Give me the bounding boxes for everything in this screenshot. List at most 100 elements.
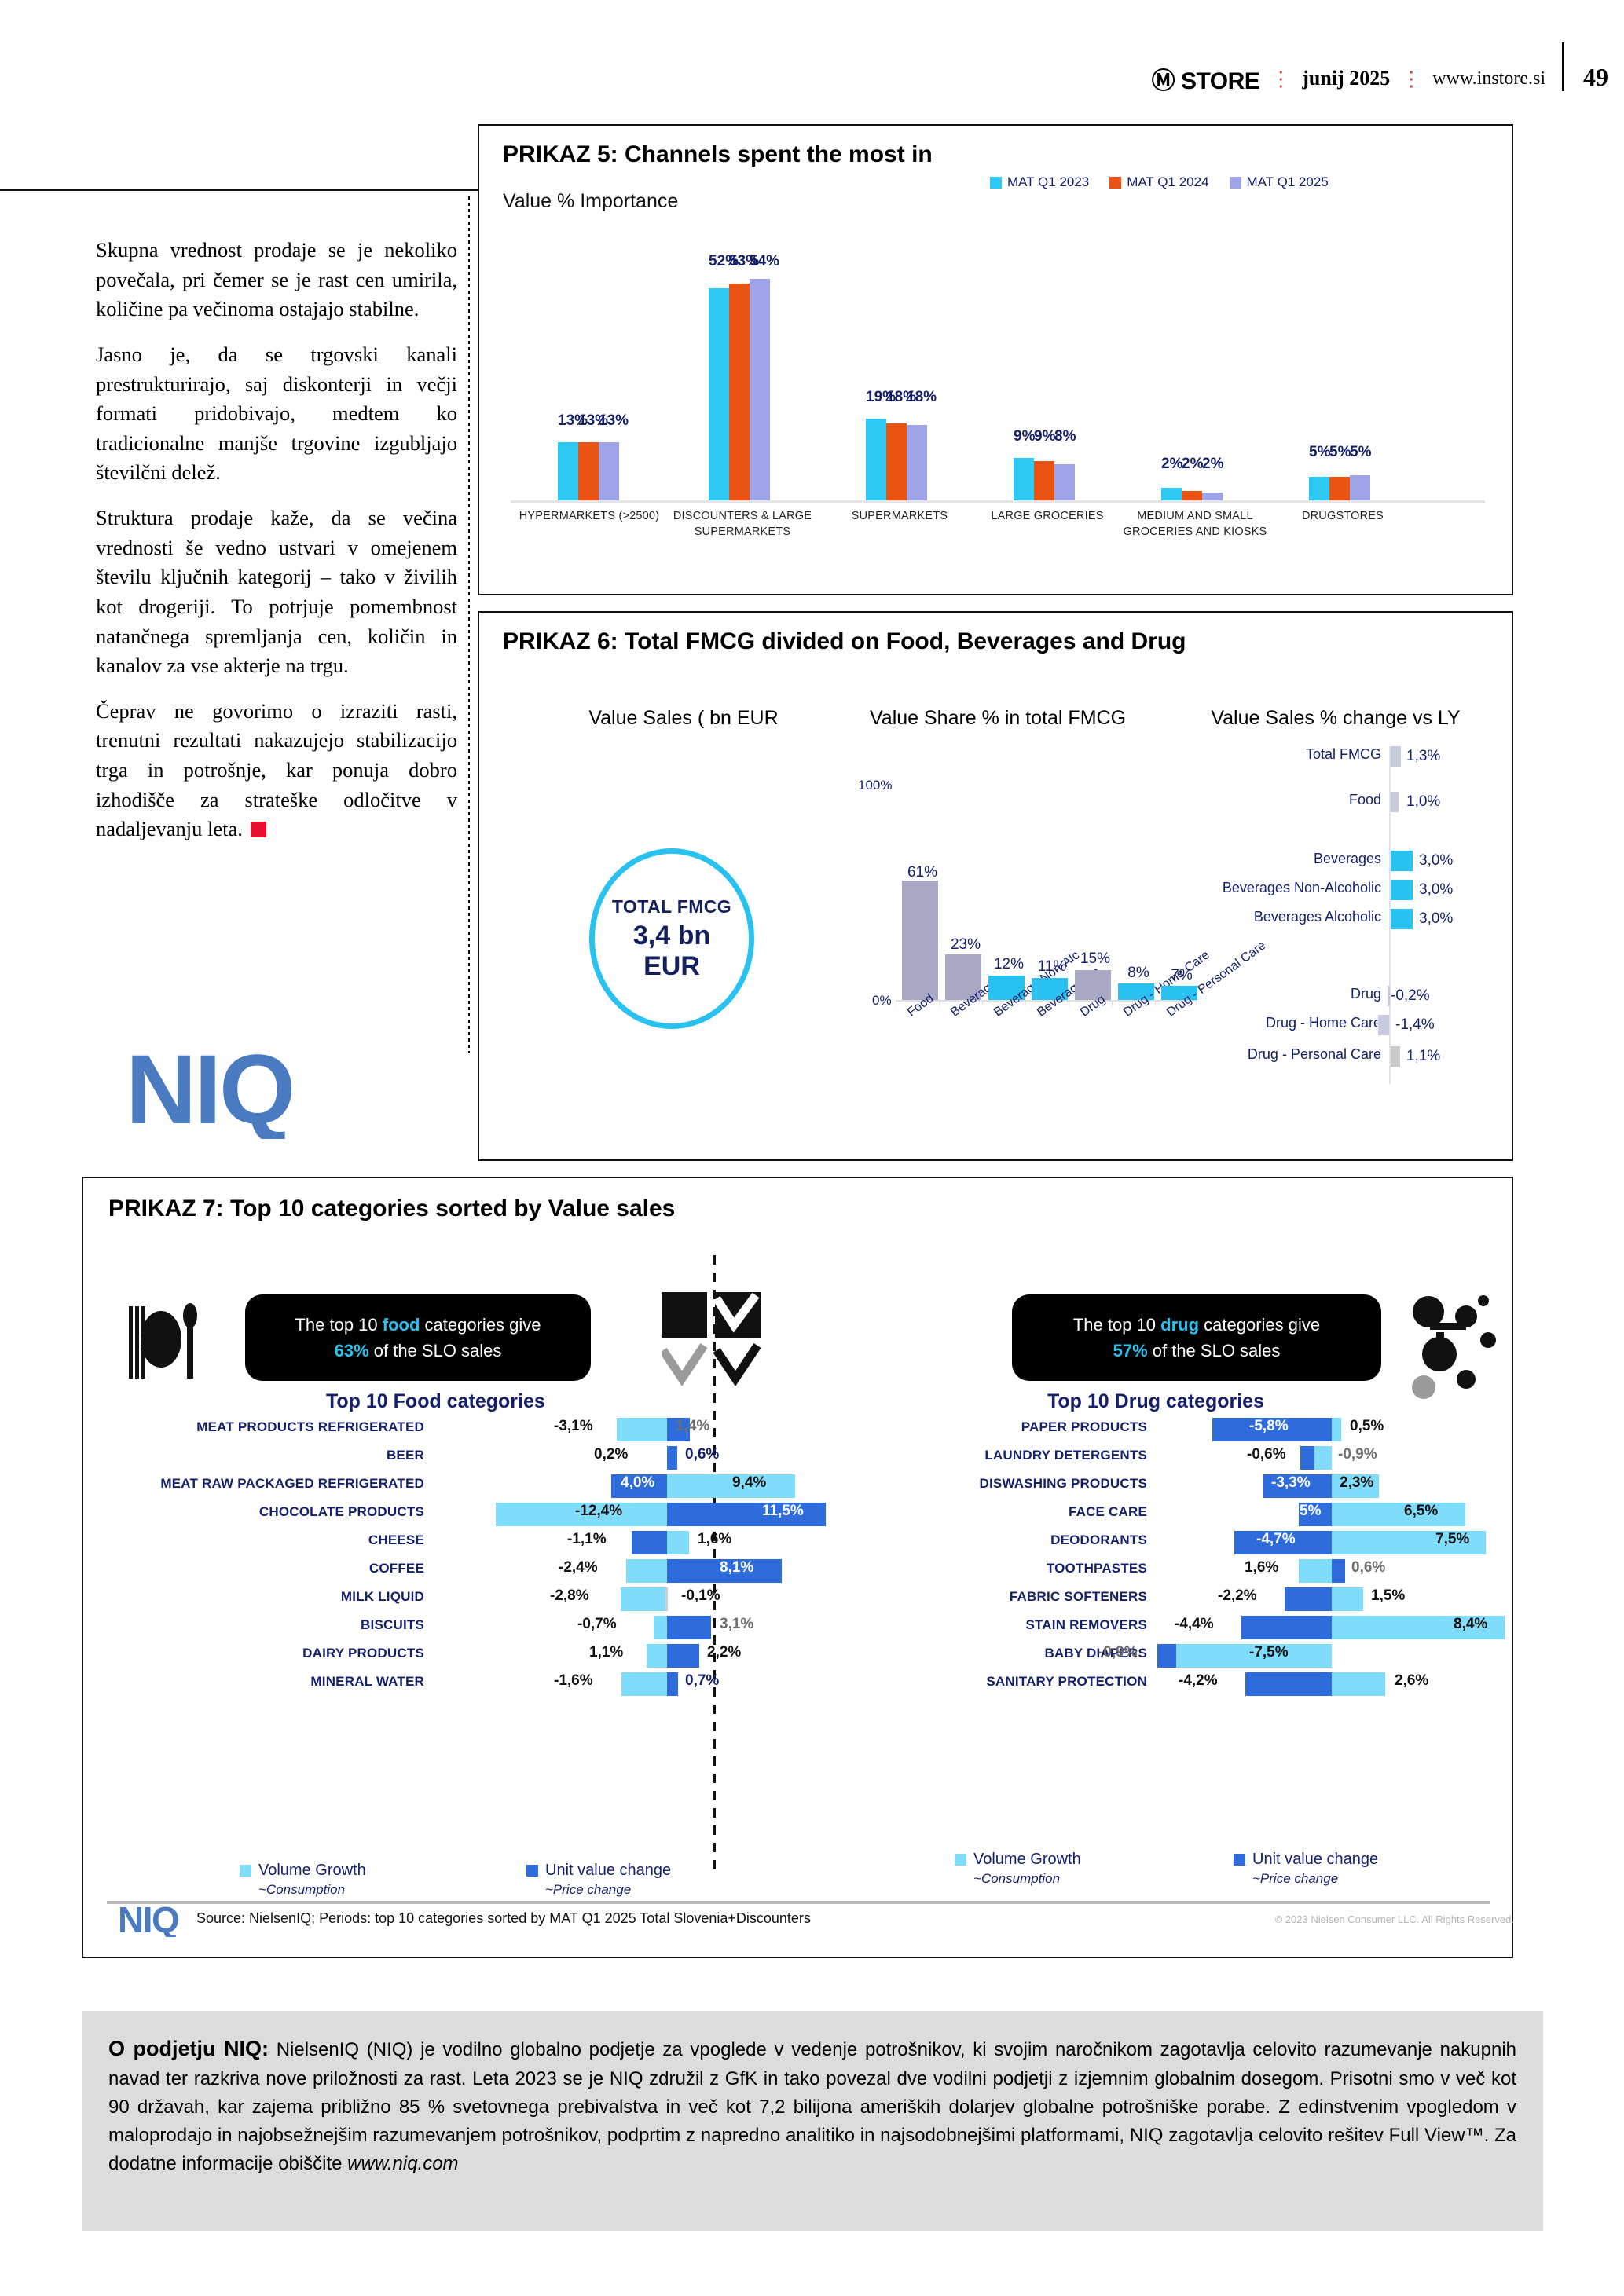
niq-website-link[interactable]: www.niq.com [347, 2152, 459, 2174]
chart5-legend: MAT Q1 2023 MAT Q1 2024 MAT Q1 2025 [990, 174, 1329, 190]
share-bar-food [902, 881, 938, 1000]
bar-unit [1234, 1531, 1332, 1554]
bar-2024 [729, 284, 750, 500]
drug-row-stain-removers: STAIN REMOVERS -4,4% 8,4% [856, 1616, 1548, 1639]
drug-row-sanitary-protection: SANITARY PROTECTION -4,2% 2,6% [856, 1672, 1548, 1696]
bar-2025 [1054, 464, 1075, 500]
page-header: Ⓜ STORE ⋮ junij 2025 ⋮ www.instore.si [1152, 61, 1545, 96]
food-row-dairy: DAIRY PRODUCTS 1,1% 2,2% [126, 1644, 817, 1668]
prikaz-5-title: PRIKAZ 5: Channels spent the most in [503, 141, 933, 167]
food-row-chocolate: CHOCOLATE PRODUCTS -12,4% 11,5% [126, 1503, 826, 1526]
chart5-labels-large-groceries: 9% 9% 8% [1014, 428, 1076, 445]
bar-2023 [1014, 458, 1034, 500]
change-value-beverages-non-alcoholic: 3,0% [1419, 881, 1454, 898]
bar-2025 [1350, 475, 1370, 500]
share-y-label-0: 0% [872, 993, 892, 1008]
bar-2023 [558, 442, 578, 500]
bar-2025 [750, 279, 770, 500]
article-text: Skupna vrednost prodaje se je nekoliko p… [96, 236, 457, 860]
bar-unit [1299, 1503, 1332, 1526]
article-dotted-divider [468, 196, 470, 1053]
cutlery-plate-icon [129, 1303, 197, 1379]
drug-legend-volume: Volume Growth ~Consumption [955, 1851, 1081, 1887]
bar-2023 [1309, 477, 1329, 500]
food-row-beer: BEER 0,2% 0,6% [126, 1446, 817, 1470]
change-label-total-fmcg: Total FMCG [1305, 746, 1381, 762]
bar-2025 [1202, 493, 1223, 500]
chart5-category-discounters: DISCOUNTERS & LARGE SUPERMARKETS [673, 510, 812, 538]
chart5-channels-bar-chart: 13% 13% 13% HYPERMARKETS (>2500) 52% 53% 54%… [511, 244, 1485, 558]
prikaz-5-subtitle: Value % Importance [503, 190, 679, 212]
bar-volume [626, 1559, 667, 1583]
article-paragraph-2: Jasno je, da se trgovski kanali prestruk… [96, 342, 457, 485]
chart5-group-supermarkets [866, 419, 927, 500]
bar-unit [667, 1446, 677, 1470]
share-value-beverage: 23% [950, 936, 981, 953]
share-x-axis [896, 1000, 1196, 1002]
total-fmcg-value: 3,4 bn [632, 920, 711, 950]
share-value-food: 61% [907, 864, 938, 881]
bar-2024 [1034, 461, 1054, 500]
share-bar-beverage [945, 954, 981, 1000]
bar-volume [1332, 1531, 1486, 1554]
change-bar-total-fmcg [1391, 746, 1401, 767]
bar-volume [1332, 1587, 1363, 1611]
change-row-drug-personal-care: Drug - Personal Care 1,1% [1218, 1046, 1501, 1067]
change-value-drug-personal-care: 1,1% [1406, 1048, 1441, 1064]
share-value-bev-alc: 11% [1037, 958, 1067, 975]
bar-unit [1285, 1587, 1332, 1611]
chart5-labels-drugstores: 5% 5% 5% [1309, 444, 1372, 460]
change-row-beverages-alcoholic: Beverages Alcoholic 3,0% [1218, 909, 1501, 929]
legend-item-2024: MAT Q1 2024 [1109, 174, 1209, 190]
total-fmcg-circle: TOTAL FMCG 3,4 bn EUR [589, 848, 754, 1029]
change-label-drug-personal-care: Drug - Personal Care [1247, 1046, 1381, 1062]
bar-unit [667, 1418, 690, 1441]
drug-row-deodorants: DEODORANTS -4,7% 7,5% [856, 1531, 1548, 1554]
drug-row-laundry-detergents: LAUNDRY DETERGENTS -0,6% -0,9% [856, 1446, 1548, 1470]
share-value-drug-home: 8% [1127, 965, 1149, 981]
food-row-meat-raw: MEAT RAW PACKAGED REFRIGERATED 4,0% 9,4% [126, 1474, 817, 1498]
share-bar-drug [1075, 970, 1111, 1000]
article-paragraph-1: Skupna vrednost prodaje se je nekoliko p… [96, 238, 457, 321]
bar-unit [632, 1531, 667, 1554]
chart5-category-large-groceries: LARGE GROCERIES [991, 510, 1104, 522]
chart5-group-medium-small [1161, 488, 1223, 500]
food-tornado-chart: MEAT PRODUCTS REFRIGERATED -3,1% 1,4% BE… [126, 1418, 826, 1842]
change-zero-axis [1389, 746, 1391, 1084]
food-summary-pill: The top 10 food categories give 63% of t… [245, 1294, 591, 1381]
value-change-bar-chart: Total FMCG 1,3% Food 1,0% Beverages 3,0%… [1218, 746, 1501, 1084]
prikaz-7-title: PRIKAZ 7: Top 10 categories sorted by Va… [108, 1196, 676, 1221]
svg-text:NIQ: NIQ [118, 1901, 178, 1937]
bar-2023 [1161, 488, 1182, 500]
total-fmcg-label: TOTAL FMCG [611, 895, 732, 917]
bar-volume [1314, 1446, 1332, 1470]
change-bar-drug-personal-care [1391, 1046, 1400, 1067]
prikaz-5-panel: PRIKAZ 5: Channels spent the most in Val… [478, 124, 1513, 595]
prikaz-6-title: PRIKAZ 6: Total FMCG divided on Food, Be… [503, 628, 1186, 654]
change-value-beverages-alcoholic: 3,0% [1419, 910, 1454, 927]
bar-unit [667, 1503, 826, 1526]
about-niq-text: O podjetju NIQ: NielsenIQ (NIQ) je vodil… [108, 2037, 1516, 2174]
bar-2024 [1182, 491, 1202, 500]
share-bar-bev-nonalc [988, 976, 1025, 1000]
article-paragraph-3: Struktura prodaje kaže, da se večina vre… [96, 506, 457, 678]
drug-legend-unit: Unit value change ~Price change [1234, 1851, 1378, 1887]
niq-logo-large: NIQ [126, 1045, 295, 1139]
bar-unit [611, 1474, 667, 1498]
change-label-food: Food [1348, 792, 1381, 807]
prikaz-6-head-value-change: Value Sales % change vs LY [1211, 707, 1461, 729]
header-separator-2: ⋮ [1401, 66, 1422, 90]
about-niq-box: O podjetju NIQ: NielsenIQ (NIQ) je vodil… [82, 2011, 1543, 2231]
bar-unit [1300, 1446, 1314, 1470]
change-value-drug-home-care: -1,4% [1395, 1016, 1435, 1033]
about-niq-lead: O podjetju NIQ: [108, 2037, 269, 2060]
bar-volume [1332, 1672, 1385, 1696]
bar-volume [1332, 1474, 1379, 1498]
food-row-milk-liquid: MILK LIQUID -2,8% -0,1% [126, 1587, 817, 1611]
chart5-labels-medium-small: 2% 2% 2% [1161, 456, 1224, 472]
prikaz-6-head-value-share: Value Share % in total FMCG [869, 707, 1127, 729]
drug-chart-heading: Top 10 Drug categories [1047, 1390, 1264, 1412]
bar-unit [667, 1644, 699, 1668]
share-bar-drug-personal [1161, 986, 1197, 1000]
share-bar-bev-alc [1032, 978, 1068, 1000]
